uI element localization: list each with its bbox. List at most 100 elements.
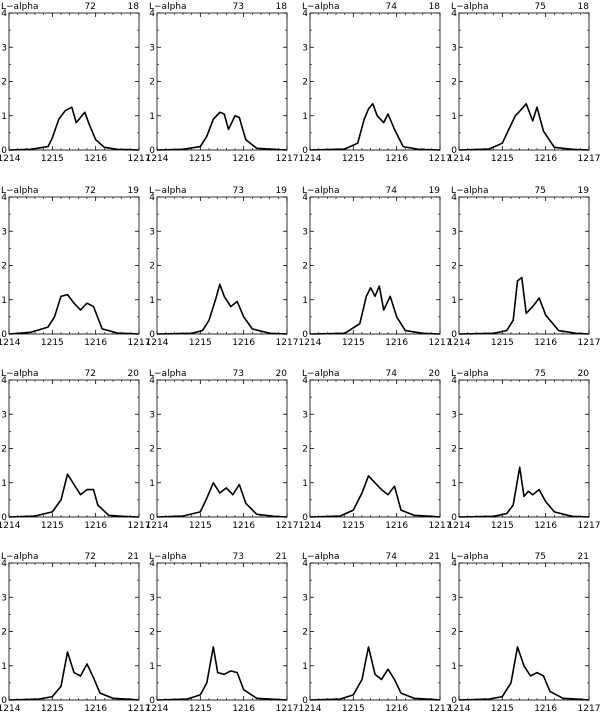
spectrum-panel: L−alpha 74 19 0 1 2 3 4 1214 1215 1216 1217 [299,186,452,348]
x-tick-label: 1215 [342,521,365,531]
x-tick-label: 1216 [534,154,557,164]
y-tick-label: 1 [451,112,457,122]
frame-label: 21 [128,552,139,562]
y-tick-label: 1 [149,112,155,122]
y-tick-label: 3 [302,43,308,53]
spectrum-line [309,103,441,151]
y-tick-label: 0 [1,513,7,523]
x-tick-label: 1216 [232,154,255,164]
run-label: 75 [535,552,546,562]
frame-label: 18 [578,2,590,12]
x-tick-label: 1217 [276,338,299,348]
x-tick-label: 1217 [276,154,299,164]
x-tick-label: 1217 [429,338,452,348]
frame-label: 21 [429,552,440,562]
spectrum-line [458,276,590,335]
spectrum-panel: L−alpha 73 19 0 1 2 3 4 1214 1215 1216 1217 [146,186,299,348]
y-tick-label: 0 [1,696,7,706]
x-tick-label: 1214 [448,521,471,531]
spectrum-line [309,475,441,518]
y-tick-label: 3 [451,43,457,53]
y-tick-label: 0 [149,513,155,523]
y-tick-label: 1 [1,112,7,122]
frame-label: 21 [276,552,287,562]
y-tick-label: 0 [451,513,457,523]
spectrum-line [458,466,590,518]
y-tick-label: 4 [1,376,7,386]
frame-label: 20 [276,369,288,379]
y-tick-label: 3 [302,227,308,237]
x-tick-label: 1217 [276,704,299,713]
plot-frame [8,379,140,518]
x-tick-label: 1217 [276,521,299,531]
x-tick-label: 1214 [146,338,169,348]
frame-label: 18 [128,2,140,12]
x-tick-label: 1217 [429,704,452,713]
y-tick-label: 1 [302,662,308,672]
x-tick-label: 1217 [578,704,600,713]
y-tick-label: 3 [149,227,155,237]
frame-label: 19 [128,186,140,196]
spectrum-panel: L−alpha 74 21 0 1 2 3 4 1214 1215 1216 1217 [299,552,452,713]
plot-frame [156,12,288,151]
y-tick-label: 4 [302,376,308,386]
run-label: 72 [85,2,96,12]
y-tick-label: 1 [1,296,7,306]
y-tick-label: 0 [302,330,308,340]
spectrum-line [458,103,590,151]
x-tick-label: 1216 [232,704,255,713]
frame-label: 19 [578,186,590,196]
y-tick-label: 3 [1,593,7,603]
x-tick-label: 1214 [0,704,21,713]
y-tick-label: 2 [451,445,457,455]
spectrum-panel: L−alpha 75 18 0 1 2 3 4 1214 1215 1216 1217 [448,2,600,164]
plot-frame [156,379,288,518]
y-tick-label: 0 [451,146,457,156]
plot-frame [8,196,140,335]
y-tick-label: 4 [451,376,457,386]
y-tick-label: 3 [149,43,155,53]
y-tick-label: 3 [149,593,155,603]
x-tick-label: 1216 [232,338,255,348]
panel-title: L−alpha [302,186,340,196]
x-tick-label: 1217 [128,338,151,348]
run-label: 74 [386,369,398,379]
panel-title: L−alpha [451,552,489,562]
frame-label: 20 [578,369,590,379]
frame-label: 21 [578,552,589,562]
x-tick-label: 1215 [41,704,64,713]
y-tick-label: 0 [149,146,155,156]
y-tick-label: 2 [302,445,308,455]
y-tick-label: 2 [451,628,457,638]
y-tick-label: 2 [1,262,7,272]
x-tick-label: 1215 [342,154,365,164]
x-tick-label: 1217 [128,154,151,164]
y-tick-label: 4 [302,559,308,569]
spectrum-panel: L−alpha 75 20 0 1 2 3 4 1214 1215 1216 1217 [448,369,600,531]
x-tick-label: 1214 [299,338,322,348]
x-tick-label: 1216 [84,338,107,348]
x-tick-label: 1215 [491,704,514,713]
y-tick-label: 2 [1,628,7,638]
x-tick-label: 1217 [429,521,452,531]
spectrum-panel: L−alpha 73 21 0 1 2 3 4 1214 1215 1216 1217 [146,552,299,713]
y-tick-label: 4 [149,559,155,569]
run-label: 72 [85,369,96,379]
x-tick-label: 1215 [189,338,212,348]
y-tick-label: 4 [302,9,308,19]
y-tick-label: 0 [1,146,7,156]
y-tick-label: 4 [1,9,7,19]
y-tick-label: 2 [149,445,155,455]
y-tick-label: 4 [149,376,155,386]
run-label: 73 [233,2,244,12]
x-tick-label: 1215 [342,704,365,713]
plot-frame [309,379,441,518]
plot-frame [309,12,441,151]
x-tick-label: 1217 [578,338,600,348]
y-tick-label: 1 [451,296,457,306]
spectrum-line [8,651,140,701]
y-tick-label: 2 [302,78,308,88]
y-tick-label: 0 [451,330,457,340]
spectrum-line [8,106,140,151]
y-tick-label: 3 [1,43,7,53]
